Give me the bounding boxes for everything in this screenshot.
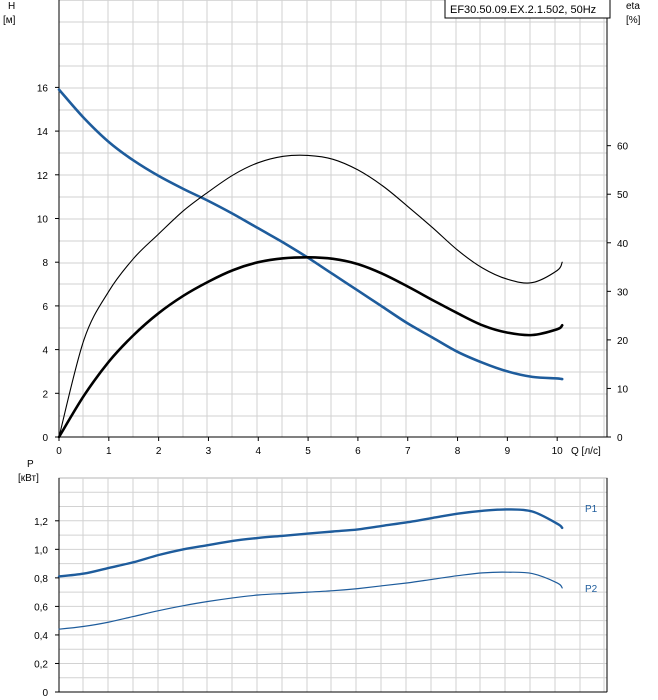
x-tick-label: 1 [106,446,112,457]
head-grid [58,0,608,438]
power-curve-p2 [58,571,563,630]
power-tick-label: 1,0 [34,545,48,556]
eta-tick-label: 10 [617,384,629,395]
x-tick-label: 9 [505,446,511,457]
power-panel: 0 0,2 0,4 0,6 0,8 1,0 1,2 P [кВт] P1 P2 [18,459,608,699]
head-tick-label: 4 [42,346,48,357]
power-axis-unit: [кВт] [18,473,39,484]
power-tick-label: 0,8 [34,574,48,585]
power-ticks: 0 0,2 0,4 0,6 0,8 1,0 1,2 [34,517,59,699]
power-curves [57,508,564,630]
power-tick-label: 0,6 [34,602,48,613]
head-tick-label: 12 [37,171,49,182]
model-label-box [444,0,611,19]
eta-tick-label: 60 [617,142,629,153]
head-curve [57,88,564,381]
x-tick-label: 8 [455,446,461,457]
x-tick-label: 3 [206,446,212,457]
head-curves [57,88,564,439]
eta-tick-label: 20 [617,336,629,347]
power-curve-p1 [57,508,564,578]
x-tick-label: 5 [305,446,311,457]
x-tick-label: 6 [355,446,361,457]
power-tick-label: 0,2 [34,659,48,670]
power-axis-label: P [27,459,34,470]
head-tick-label: 8 [42,258,48,269]
power-grid [58,477,608,693]
head-axis-unit: [м] [3,15,16,26]
flow-axis-label: Q [л/с] [571,446,601,457]
series-label-p2: P2 [585,584,598,595]
head-tick-label: 16 [37,83,49,94]
eta-tick-label: 40 [617,239,629,250]
eta-tick-label: 0 [617,433,623,444]
eta-tick-label: 30 [617,287,629,298]
head-tick-label: 0 [42,433,48,444]
head-tick-label: 10 [37,215,49,226]
efficiency-curve-hydraulic [58,154,563,438]
eta-axis-unit: [%] [626,15,641,26]
model-label: EF30.50.09.EX.2.1.502, 50Hz [450,4,596,16]
eta-tick-label: 50 [617,190,629,201]
eta-axis-label: eta [626,1,640,12]
x-tick-label: 2 [156,446,162,457]
head-tick-label: 2 [42,389,48,400]
x-tick-label: 10 [552,446,564,457]
power-tick-label: 0,4 [34,631,48,642]
x-tick-label: 7 [405,446,411,457]
head-tick-label: 6 [42,302,48,313]
power-tick-label: 1,2 [34,517,48,528]
efficiency-curve-total [57,256,564,439]
power-tick-label: 0 [42,688,48,699]
series-label-p1: P1 [585,504,598,515]
x-tick-label: 4 [255,446,261,457]
head-tick-label: 14 [37,127,49,138]
head-axis-label: H [8,1,15,12]
x-tick-label: 0 [56,446,62,457]
